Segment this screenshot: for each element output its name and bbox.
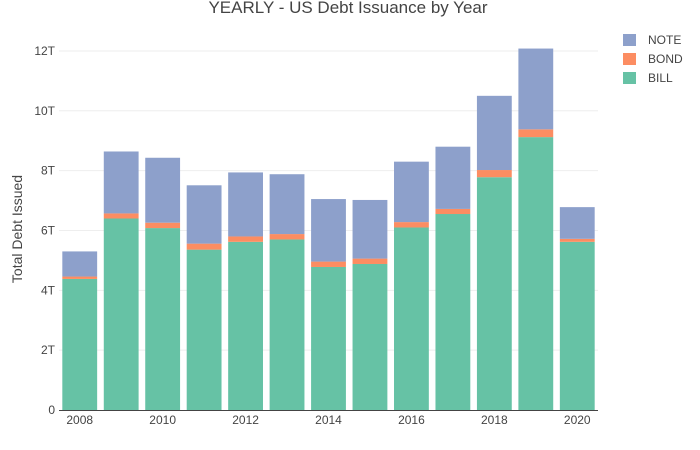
- bar-bill-2016[interactable]: [394, 227, 429, 410]
- y-tick-labels: 0 2T 4T 6T 8T 10T 12T: [34, 44, 55, 417]
- bar-bond-2010[interactable]: [145, 222, 181, 229]
- legend-swatch: [623, 34, 636, 46]
- legend-item-bill[interactable]: BILL: [623, 71, 673, 85]
- x-tick-label: 2010: [149, 413, 176, 427]
- bar-bill-2009[interactable]: [103, 218, 139, 410]
- legend-swatch: [623, 53, 636, 65]
- x-tick-label: 2014: [315, 413, 342, 427]
- bar-bill-2018[interactable]: [476, 177, 512, 410]
- bar-note-2011[interactable]: [186, 185, 222, 244]
- bar-bill-2008[interactable]: [62, 278, 98, 410]
- x-tick-labels: 2008 2010 2012 2014 2016 2018 2020: [66, 413, 591, 427]
- bar-bill-2019[interactable]: [518, 137, 554, 410]
- y-tick-label: 12T: [34, 44, 55, 58]
- legend-swatch: [623, 72, 636, 84]
- bar-note-2014[interactable]: [311, 199, 346, 262]
- bar-bill-2011[interactable]: [186, 249, 222, 410]
- bar-note-2008[interactable]: [62, 251, 98, 277]
- legend-label: BILL: [648, 71, 673, 85]
- bar-note-2019[interactable]: [518, 48, 554, 130]
- bar-bond-2020[interactable]: [559, 238, 595, 242]
- x-tick-label: 2012: [232, 413, 259, 427]
- x-tick-label: 2008: [66, 413, 93, 427]
- bar-bond-2017[interactable]: [435, 208, 471, 215]
- bar-note-2018[interactable]: [476, 95, 512, 171]
- bar-note-2017[interactable]: [435, 146, 471, 209]
- bar-note-2020[interactable]: [559, 207, 595, 239]
- chart-title: YEARLY - US Debt Issuance by Year: [208, 0, 487, 17]
- bar-bond-2015[interactable]: [352, 258, 388, 264]
- y-tick-label: 2T: [41, 343, 56, 357]
- bar-note-2015[interactable]: [352, 199, 388, 259]
- bar-bond-2009[interactable]: [103, 213, 139, 219]
- y-tick-label: 4T: [41, 283, 56, 297]
- bar-bill-2017[interactable]: [435, 214, 471, 410]
- bar-bond-2016[interactable]: [394, 222, 429, 228]
- bar-note-2013[interactable]: [269, 174, 305, 235]
- bar-bill-2012[interactable]: [228, 241, 263, 410]
- bar-note-2010[interactable]: [145, 157, 181, 223]
- x-tick-label: 2018: [481, 413, 508, 427]
- y-tick-label: 10T: [34, 104, 55, 118]
- bar-bill-2013[interactable]: [269, 239, 305, 410]
- x-tick-label: 2020: [564, 413, 591, 427]
- legend-item-bond[interactable]: BOND: [623, 52, 683, 66]
- bar-bond-2019[interactable]: [518, 129, 554, 138]
- legend[interactable]: NOTE BOND BILL: [623, 33, 683, 85]
- bar-bond-2011[interactable]: [186, 243, 222, 250]
- bar-note-2012[interactable]: [228, 172, 263, 237]
- bar-bill-2010[interactable]: [145, 228, 181, 410]
- bar-bond-2012[interactable]: [228, 236, 263, 242]
- legend-item-note[interactable]: NOTE: [623, 33, 681, 47]
- x-tick-label: 2016: [398, 413, 425, 427]
- bar-bond-2014[interactable]: [311, 261, 346, 267]
- legend-label: NOTE: [648, 33, 681, 47]
- bar-bill-2014[interactable]: [311, 266, 346, 410]
- bar-bill-2020[interactable]: [559, 241, 595, 410]
- legend-label: BOND: [648, 52, 683, 66]
- y-tick-label: 0: [48, 403, 55, 417]
- bar-note-2009[interactable]: [103, 151, 139, 214]
- y-tick-label: 8T: [41, 164, 56, 178]
- y-tick-label: 6T: [41, 223, 56, 237]
- bar-note-2016[interactable]: [394, 161, 429, 223]
- y-axis-label: Total Debt Issued: [9, 175, 25, 283]
- bar-bond-2008[interactable]: [62, 276, 98, 279]
- bars: [62, 48, 595, 410]
- bar-bond-2018[interactable]: [476, 170, 512, 178]
- bar-bond-2013[interactable]: [269, 234, 305, 240]
- bar-bill-2015[interactable]: [352, 263, 388, 410]
